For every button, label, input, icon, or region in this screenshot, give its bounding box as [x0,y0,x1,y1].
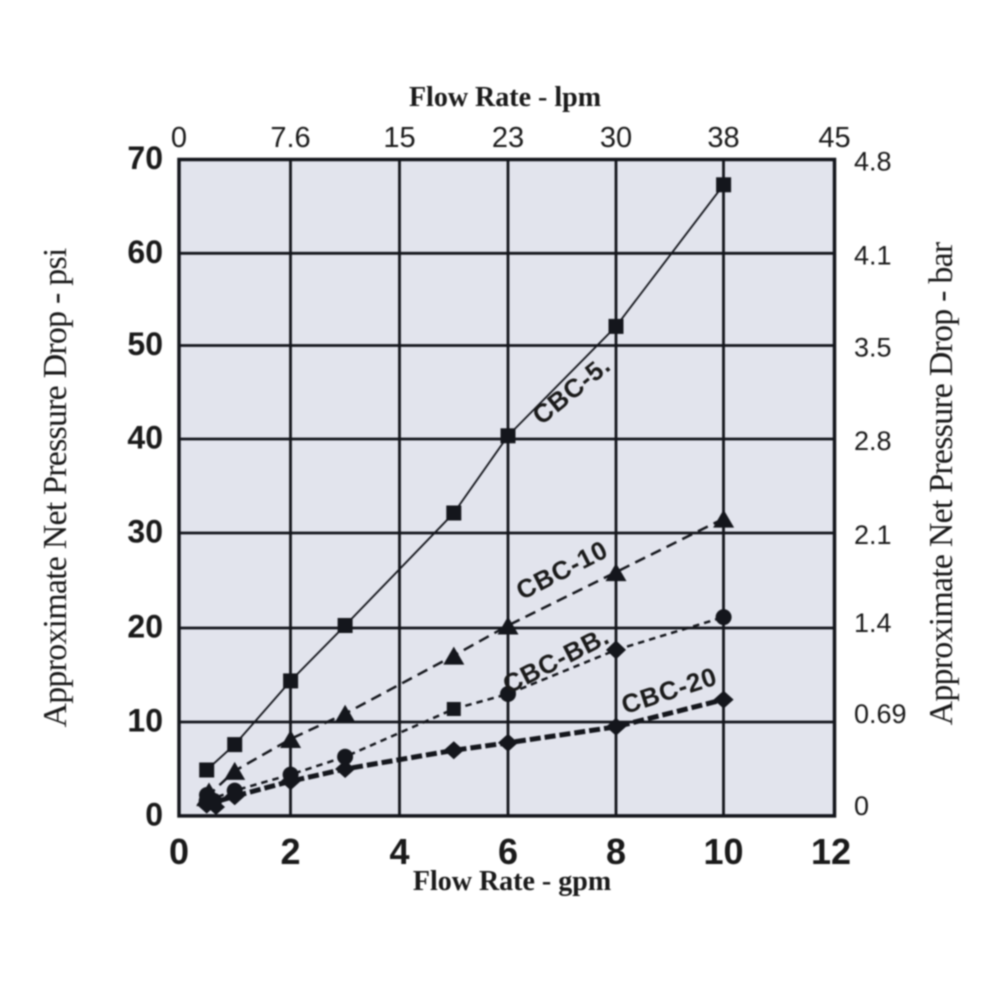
svg-text:23: 23 [492,122,524,154]
svg-text:2.8: 2.8 [854,426,892,456]
svg-text:0: 0 [171,122,187,154]
svg-text:15: 15 [383,122,415,154]
svg-text:0: 0 [854,791,869,821]
svg-text:4.8: 4.8 [854,147,892,177]
svg-text:Approximate Net Pressure Drop: Approximate Net Pressure Drop - bar [923,241,960,725]
svg-text:12: 12 [811,831,851,872]
svg-text:Approximate Net Pressure Drop: Approximate Net Pressure Drop - psi [37,248,74,727]
svg-text:4.1: 4.1 [854,240,892,270]
svg-text:3.5: 3.5 [854,333,892,363]
svg-text:30: 30 [127,514,163,550]
svg-text:45: 45 [818,122,850,154]
svg-text:38: 38 [707,122,739,154]
svg-text:10: 10 [703,831,743,872]
svg-text:20: 20 [127,609,163,645]
svg-text:0: 0 [169,831,189,872]
svg-text:40: 40 [127,420,163,456]
svg-text:8: 8 [606,831,626,872]
svg-text:2: 2 [280,831,300,872]
svg-text:Flow Rate - gpm: Flow Rate - gpm [413,866,611,897]
svg-text:1.4: 1.4 [854,608,892,638]
svg-text:2.1: 2.1 [854,520,892,550]
svg-text:Flow Rate - lpm: Flow Rate - lpm [409,82,601,113]
svg-text:7.6: 7.6 [270,122,310,154]
svg-text:4: 4 [389,831,409,872]
svg-text:30: 30 [600,122,632,154]
svg-text:60: 60 [127,234,163,270]
svg-text:0.69: 0.69 [854,699,907,729]
svg-text:6: 6 [498,831,518,872]
svg-text:50: 50 [127,326,163,362]
svg-text:70: 70 [127,140,163,176]
svg-text:10: 10 [127,703,163,739]
svg-text:0: 0 [145,796,163,832]
